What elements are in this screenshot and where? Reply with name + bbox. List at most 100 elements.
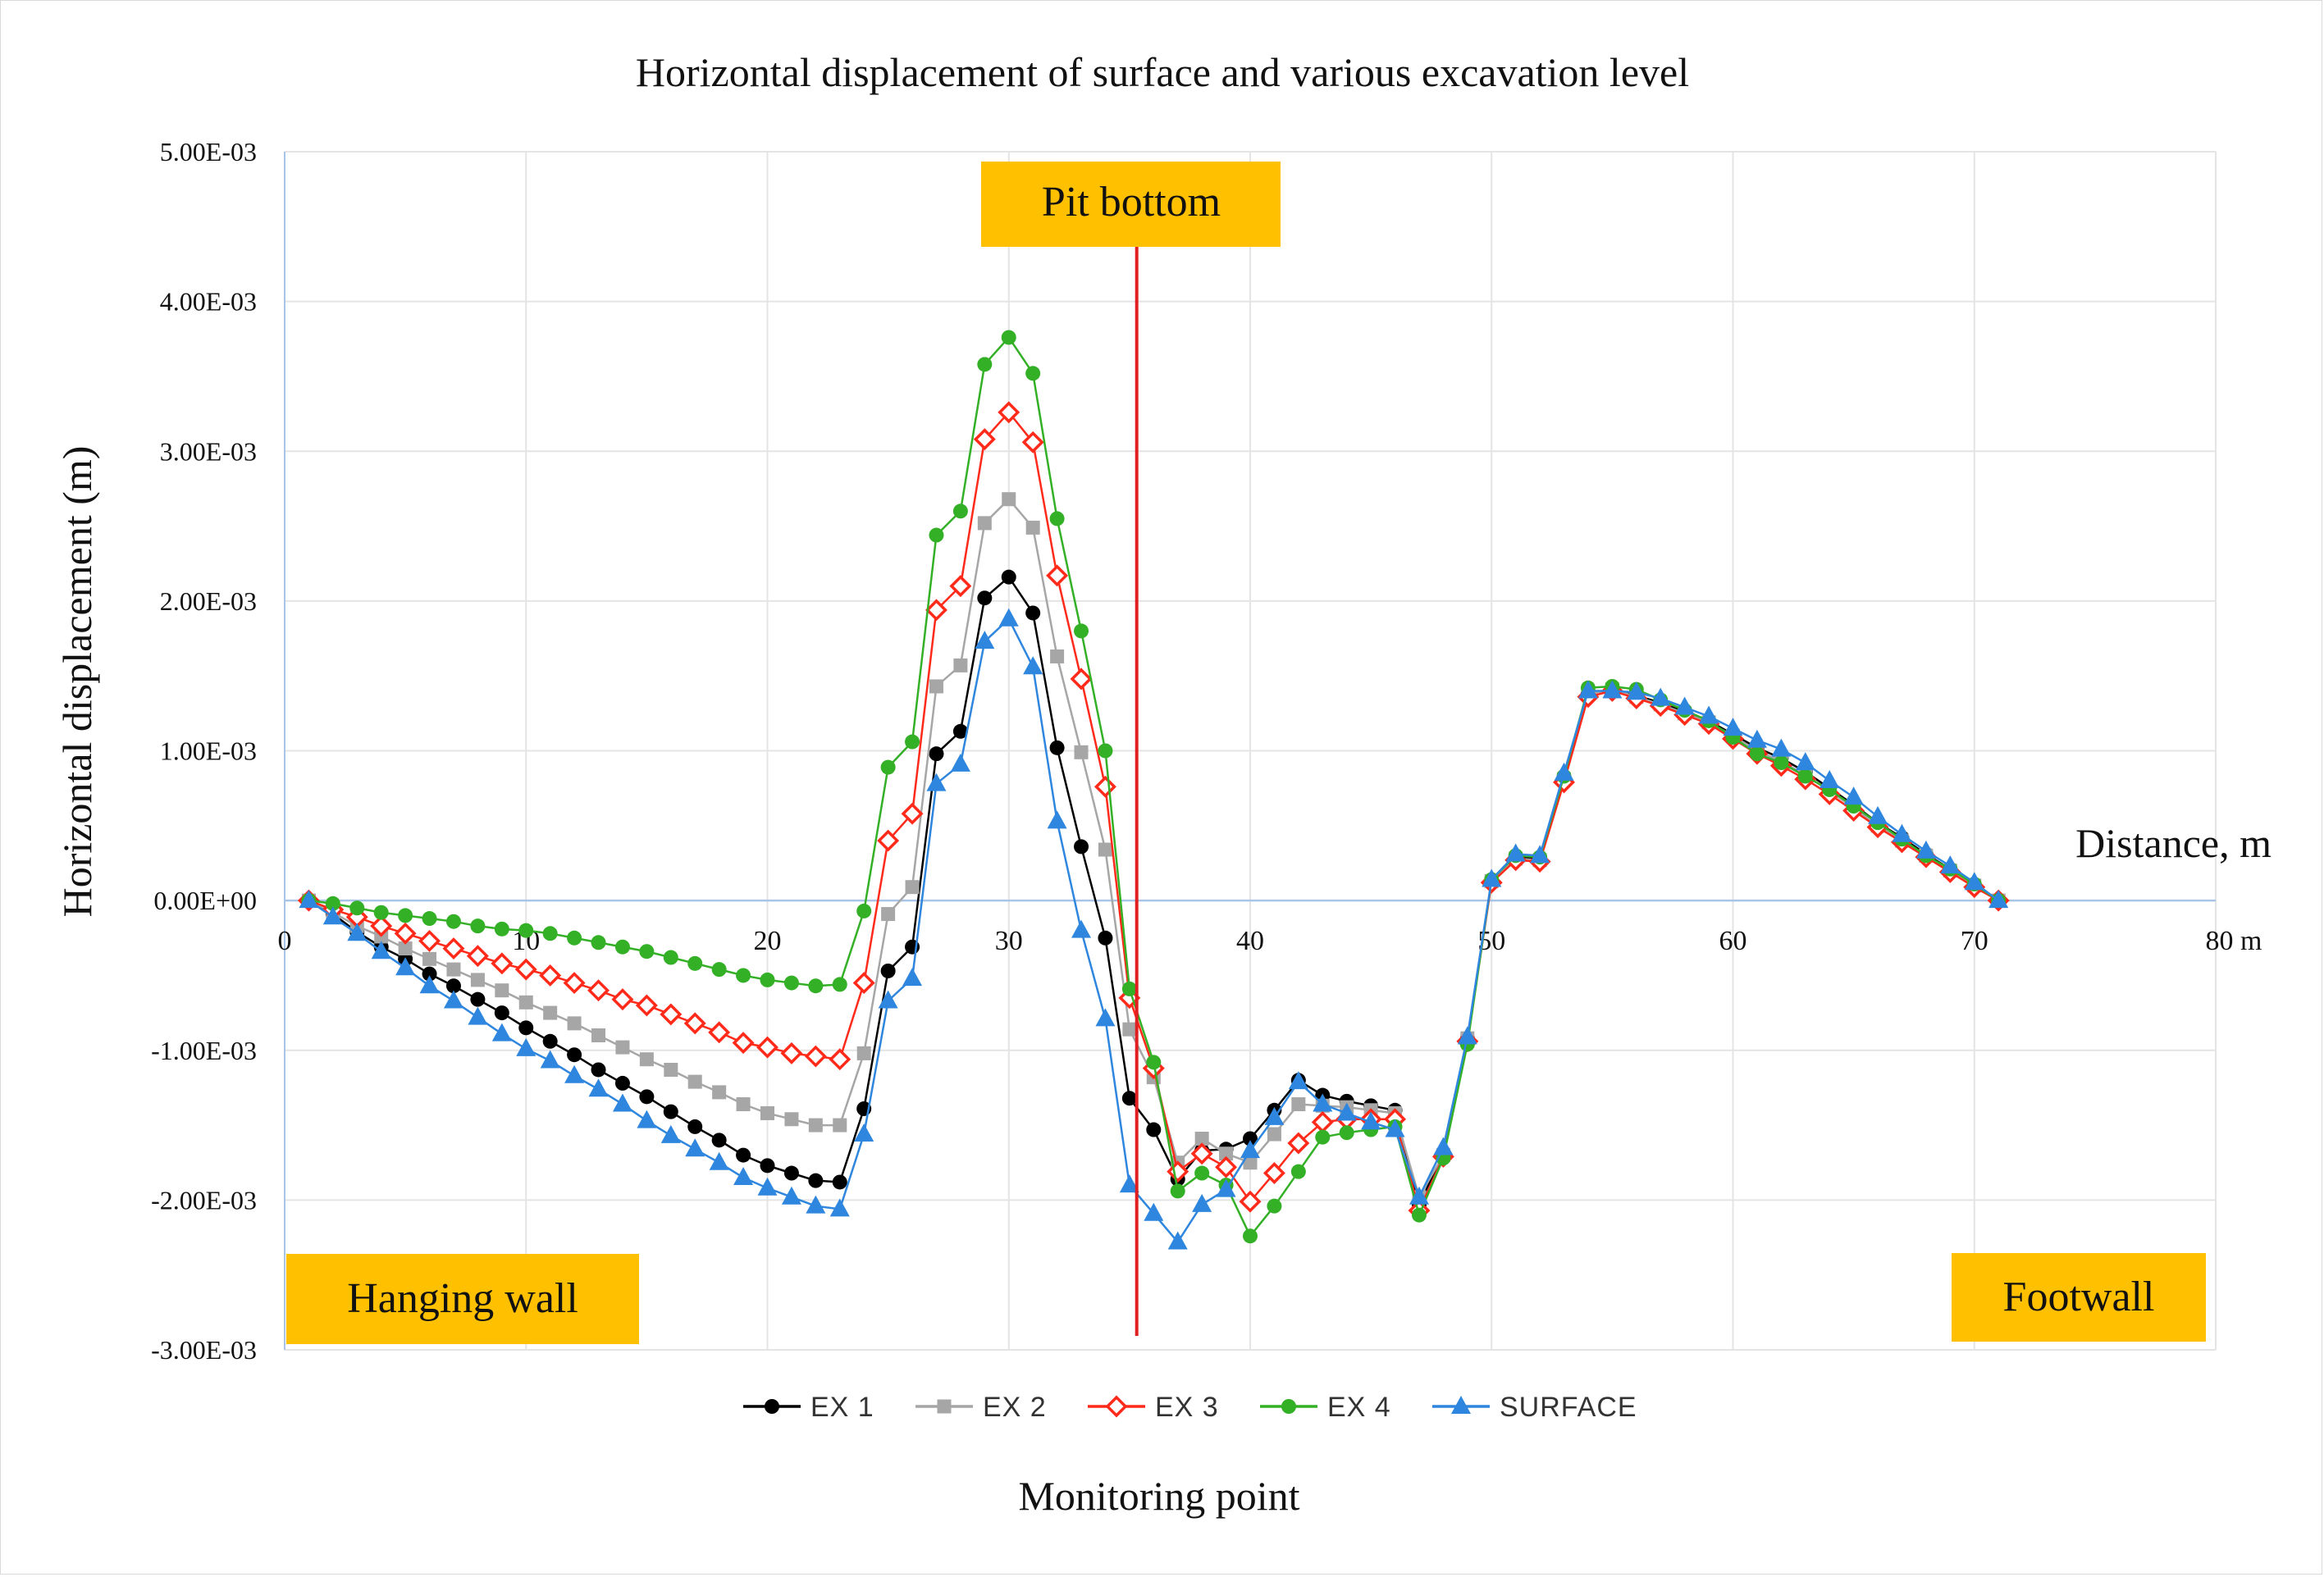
y-tick-label: 0.00E+00 <box>153 886 257 915</box>
data-point <box>1190 1142 1213 1165</box>
data-point <box>833 1118 847 1133</box>
data-point <box>760 1158 775 1174</box>
data-point <box>491 1023 512 1041</box>
data-point <box>443 990 463 1009</box>
data-point <box>977 357 993 372</box>
data-point <box>1002 492 1016 507</box>
data-point <box>516 1037 536 1056</box>
data-point <box>829 1048 852 1071</box>
data-point <box>1094 775 1116 798</box>
data-point <box>1797 768 1813 784</box>
legend-label: SURFACE <box>1500 1392 1637 1423</box>
data-point <box>514 958 537 981</box>
data-point <box>683 1012 706 1035</box>
data-point <box>877 829 900 852</box>
data-point <box>422 911 437 927</box>
data-point <box>808 978 824 994</box>
data-point <box>1577 680 1598 699</box>
data-point <box>1771 738 1792 757</box>
data-point <box>1194 1165 1210 1181</box>
data-point <box>929 679 943 694</box>
data-point <box>494 1005 509 1021</box>
data-point <box>881 907 896 922</box>
data-point <box>419 975 440 994</box>
data-point <box>1554 762 1574 781</box>
data-point <box>998 401 1020 424</box>
legend-label: EX 4 <box>1327 1392 1391 1423</box>
y-tick-label: 3.00E-03 <box>160 436 257 466</box>
data-point <box>466 945 489 968</box>
series-ex-2 <box>301 492 2006 1205</box>
data-point <box>445 978 461 994</box>
data-point <box>1602 680 1623 699</box>
hanging-wall-label: Hanging wall <box>347 1275 578 1322</box>
data-point <box>564 1064 585 1083</box>
legend-item: EX 2 <box>915 1392 1046 1423</box>
data-point <box>398 908 413 923</box>
data-point <box>808 1173 824 1188</box>
x-tick-label: 20 <box>754 926 782 956</box>
data-point <box>832 1174 847 1190</box>
data-point <box>880 759 896 775</box>
y-tick-label: -2.00E-03 <box>151 1185 257 1215</box>
data-point <box>325 896 340 911</box>
footwall-label: Footwall <box>2003 1274 2155 1320</box>
data-point <box>1291 1096 1306 1111</box>
data-point <box>902 968 923 987</box>
legend-label: EX 1 <box>810 1392 874 1423</box>
data-point <box>856 1046 871 1060</box>
data-point <box>567 1016 582 1031</box>
data-point <box>539 964 562 987</box>
data-point <box>1122 1022 1137 1037</box>
data-point <box>445 914 461 929</box>
data-point <box>1243 1155 1258 1170</box>
data-point <box>1239 1190 1262 1213</box>
data-point <box>660 1003 683 1026</box>
data-point <box>1025 366 1041 381</box>
data-point <box>926 773 947 791</box>
data-point <box>1530 845 1550 864</box>
x-tick-label: 60 <box>1719 926 1747 956</box>
data-point <box>711 1133 727 1148</box>
data-point <box>639 1089 655 1105</box>
x-tick-label: 70 <box>1961 926 1988 956</box>
data-point <box>1146 1055 1162 1070</box>
x-tick-label: 0 <box>278 926 292 956</box>
data-point <box>587 979 610 1002</box>
data-point <box>953 658 968 672</box>
data-point <box>518 1020 534 1036</box>
data-point <box>1074 623 1089 639</box>
data-point <box>685 1138 705 1157</box>
data-point <box>829 1198 850 1217</box>
data-point <box>543 1005 558 1020</box>
hanging-wall-annotation: Hanging wall <box>286 1254 639 1344</box>
data-point <box>660 1124 681 1143</box>
data-point <box>1819 770 1840 789</box>
data-point <box>1290 1164 1306 1179</box>
data-point <box>442 937 465 960</box>
data-point <box>1964 872 1984 891</box>
legend-item: EX 3 <box>1088 1392 1218 1423</box>
data-point <box>784 1112 799 1127</box>
pit-bottom-label: Pit bottom <box>1042 179 1221 226</box>
legend-marker <box>1105 1395 1128 1418</box>
data-point <box>1699 705 1719 724</box>
data-point <box>1219 1146 1234 1161</box>
data-point <box>639 1052 654 1067</box>
data-point <box>949 575 972 598</box>
data-point <box>905 734 920 750</box>
y-tick-label: 4.00E-03 <box>160 287 257 317</box>
data-point <box>975 631 995 649</box>
data-point <box>1025 605 1041 621</box>
data-point <box>1385 1119 1405 1137</box>
data-point <box>711 962 727 978</box>
data-point <box>1313 1093 1333 1112</box>
data-point <box>1409 1186 1429 1205</box>
data-point <box>1025 520 1040 535</box>
hanging-wall-box <box>286 1254 639 1344</box>
data-point <box>709 1151 729 1170</box>
data-point <box>1146 1122 1162 1137</box>
series-ex-4 <box>301 330 2007 1244</box>
data-point <box>1267 1127 1281 1142</box>
y-tick-labels: 5.00E-03 4.00E-03 3.00E-03 2.00E-03 1.00E-03… <box>151 137 257 1365</box>
